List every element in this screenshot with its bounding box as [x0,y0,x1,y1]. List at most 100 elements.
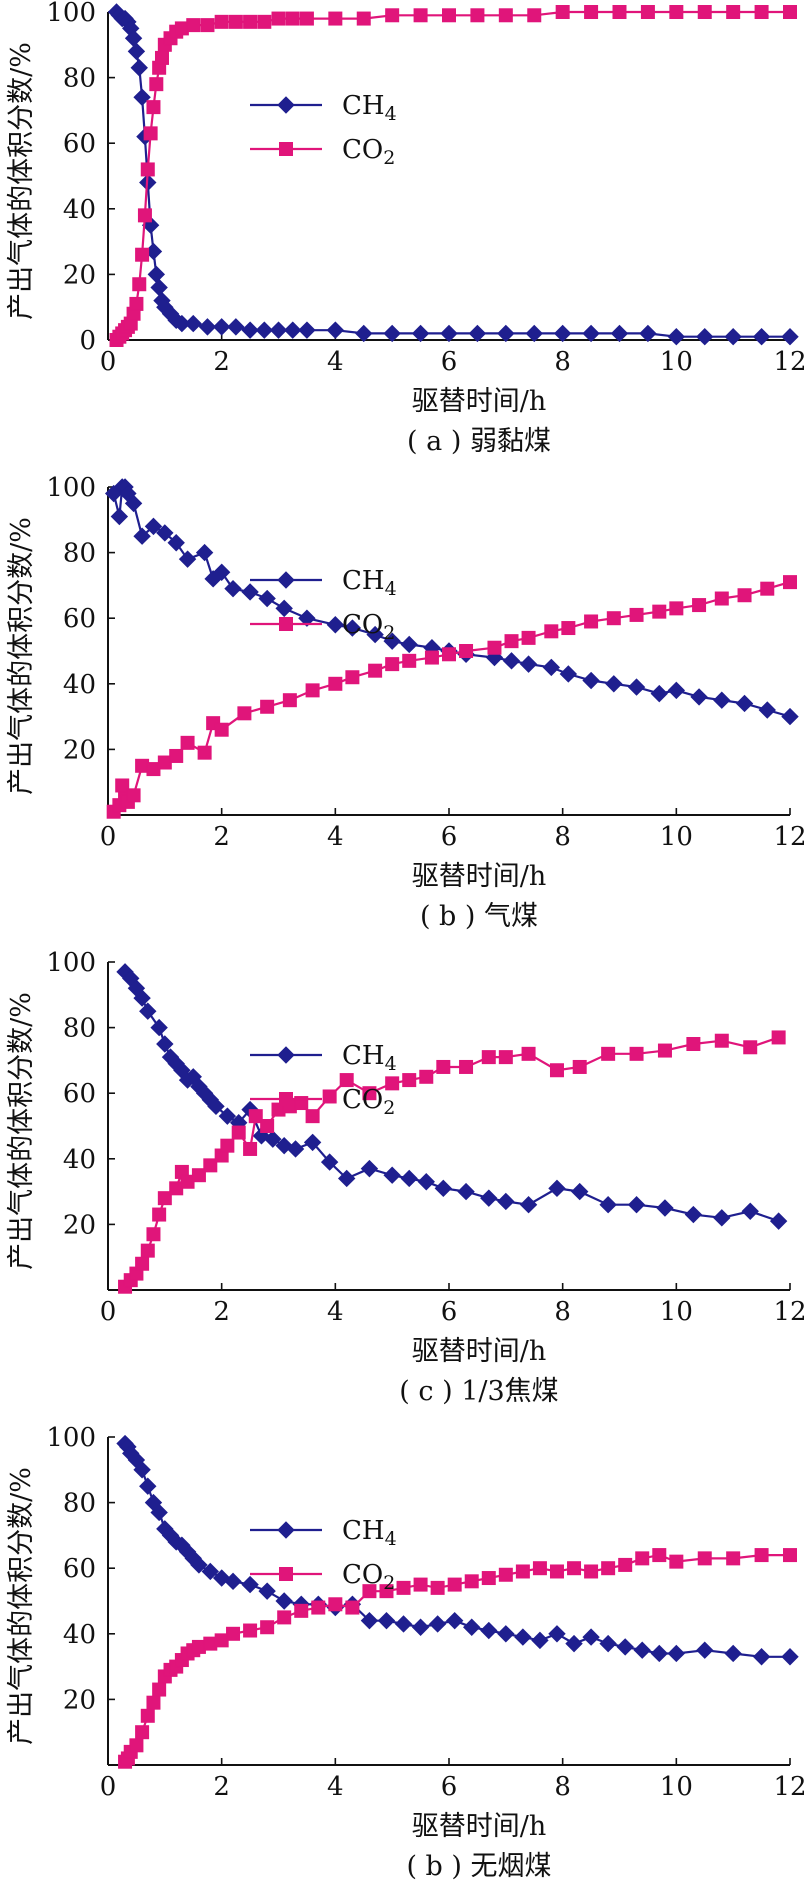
x-tick-label: 0 [100,822,117,852]
point-ch4 [326,321,345,339]
point-co2 [385,8,400,23]
point-ch4 [195,543,214,562]
point-co2 [248,1109,263,1124]
point-co2 [430,1580,445,1595]
y-tick-label: 60 [63,129,96,159]
legend-marker [279,617,293,631]
point-ch4 [752,328,771,346]
point-ch4 [468,324,487,343]
point-ch4 [605,675,623,693]
y-axis-title: 产出气体的体积分数/% [6,42,37,320]
point-co2 [129,1738,144,1753]
x-tick-label: 10 [660,1772,693,1802]
point-ch4 [656,1199,674,1217]
point-co2 [135,1256,150,1271]
point-co2 [544,624,559,639]
point-ch4 [559,665,578,683]
point-co2 [584,5,599,19]
panel-caption: ( a ) 弱黏煤 [407,426,551,457]
series-line-ch4 [112,485,791,718]
point-co2 [413,8,428,23]
point-ch4 [417,1173,435,1191]
point-ch4 [241,583,259,601]
point-ch4 [298,321,316,339]
point-ch4 [696,1641,714,1659]
x-tick-label: 6 [441,1297,458,1327]
legend-marker [277,571,295,589]
legend-label: CO2 [342,1560,395,1594]
series-co2 [106,575,797,819]
point-co2 [783,1548,797,1563]
point-co2 [635,1551,650,1566]
point-co2 [521,630,536,645]
point-co2 [328,1597,343,1612]
point-co2 [385,1076,400,1091]
point-co2 [294,1603,309,1618]
point-co2 [504,634,519,649]
point-ch4 [360,1611,379,1630]
point-co2 [140,162,155,177]
x-axis-title: 驱替时间/h [412,1811,547,1842]
point-co2 [237,706,252,721]
point-ch4 [127,42,146,61]
point-ch4 [383,324,401,343]
series-ch4 [116,1434,799,1666]
chart-panel-1: 0 20 40 60 80 100 0 2 4 6 8 10 12 产出气体的体积分数/% 驱替时间/h ( … [6,0,807,457]
y-axis-title: 产出气体的体积分数/% [6,1467,37,1745]
point-ch4 [480,1621,498,1640]
x-tick-label: 8 [554,1297,571,1327]
x-tick-label: 10 [660,347,693,377]
point-co2 [754,5,769,19]
x-tick-label: 12 [773,347,806,377]
point-co2 [783,575,797,590]
point-ch4 [133,527,151,545]
point-co2 [140,1708,155,1723]
y-tick-label: 40 [63,670,96,700]
point-co2 [629,1046,644,1061]
x-tick-label: 4 [327,347,344,377]
point-ch4 [258,589,276,608]
point-co2 [555,5,570,19]
x-tick-label: 2 [213,347,230,377]
point-ch4 [571,1182,589,1201]
point-co2 [481,1050,496,1065]
point-co2 [697,5,712,19]
point-co2 [442,647,456,662]
point-ch4 [582,671,600,690]
point-ch4 [156,524,174,542]
point-ch4 [548,1625,566,1643]
point-ch4 [212,318,231,336]
y-tick-label: 20 [63,260,96,290]
point-co2 [243,1141,258,1156]
legend-label: CO2 [342,610,395,644]
x-axis-title: 驱替时间/h [412,386,547,417]
point-co2 [726,1551,741,1566]
point-co2 [714,1033,729,1048]
point-ch4 [616,1638,634,1656]
point-ch4 [667,681,686,700]
point-co2 [271,11,286,26]
point-co2 [362,1584,377,1599]
point-co2 [277,1610,292,1625]
point-co2 [771,1030,786,1045]
x-tick-label: 4 [327,1297,344,1327]
y-tick-label: 20 [63,1685,96,1715]
point-ch4 [713,691,731,709]
x-tick-label: 12 [773,1297,806,1327]
point-ch4 [147,265,166,284]
point-co2 [328,11,343,26]
x-tick-label: 0 [100,347,117,377]
x-tick-label: 4 [327,822,344,852]
point-ch4 [627,1196,646,1214]
point-co2 [692,598,707,613]
y-tick-label: 80 [63,64,96,94]
x-tick-label: 2 [213,1297,230,1327]
point-ch4 [428,1615,447,1633]
point-ch4 [218,1107,237,1125]
point-ch4 [343,619,362,637]
x-tick-label: 0 [100,1772,117,1802]
x-tick-label: 10 [660,822,693,852]
point-co2 [606,611,621,626]
point-ch4 [531,1631,549,1650]
